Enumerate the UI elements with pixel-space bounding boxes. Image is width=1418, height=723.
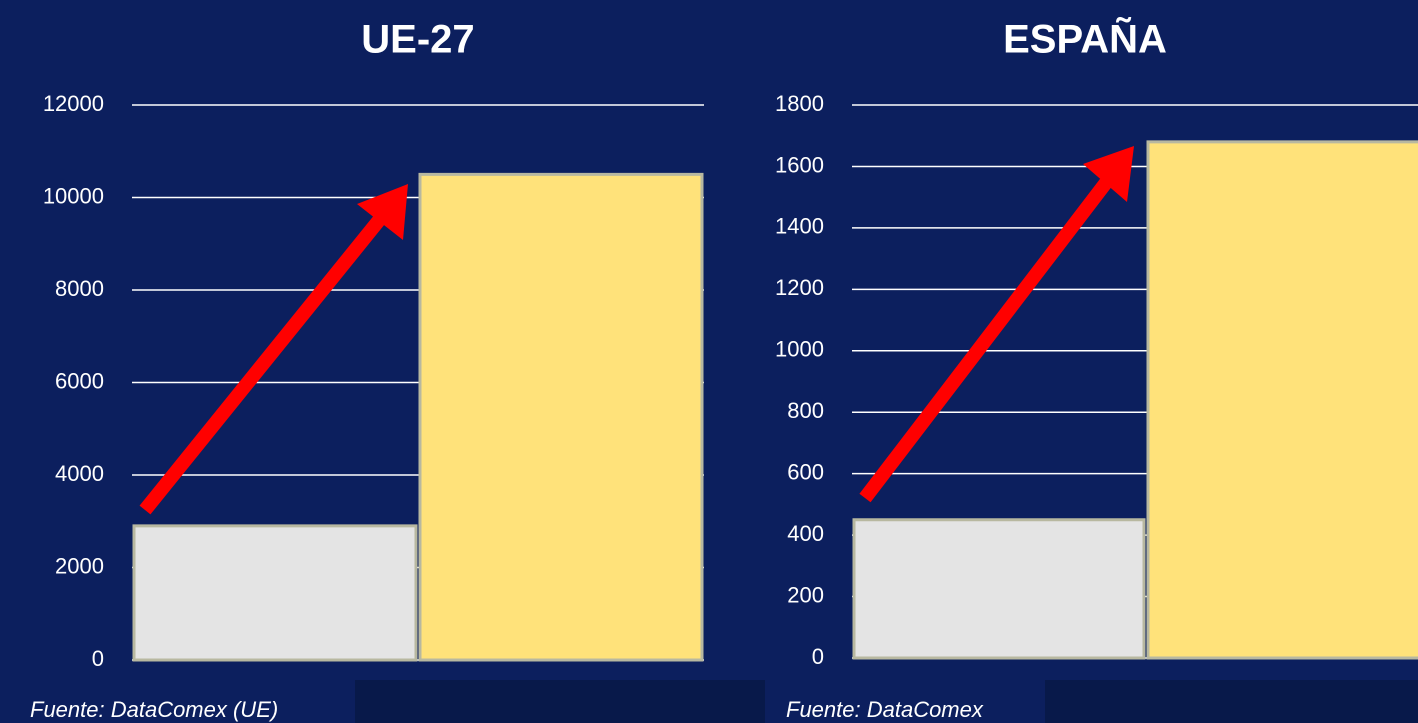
- bar: [1146, 140, 1418, 660]
- y-tick-label: 8000: [55, 276, 104, 301]
- y-tick-label: 2000: [55, 553, 104, 578]
- y-tick-label: 0: [812, 644, 824, 669]
- y-tick-label: 12000: [43, 91, 104, 116]
- y-tick-label: 6000: [55, 368, 104, 393]
- y-tick-label: 200: [787, 582, 824, 607]
- y-tick-label: 1000: [775, 337, 824, 362]
- source-note: Fuente: DataComex (UE): [30, 697, 278, 722]
- footer-panel: [355, 680, 765, 723]
- bar: [132, 524, 418, 662]
- y-tick-label: 10000: [43, 183, 104, 208]
- y-tick-label: 1200: [775, 275, 824, 300]
- footer-panel: [1045, 680, 1418, 723]
- y-tick-label: 1400: [775, 214, 824, 239]
- y-tick-label: 4000: [55, 461, 104, 486]
- y-tick-label: 1800: [775, 91, 824, 116]
- arrow-head: [357, 184, 408, 240]
- bar: [852, 518, 1146, 660]
- y-tick-label: 0: [92, 646, 104, 671]
- arrow-shaft: [859, 175, 1114, 503]
- y-tick-label: 400: [787, 521, 824, 546]
- source-note: Fuente: DataComex: [786, 697, 984, 722]
- arrow-head: [1083, 146, 1134, 202]
- bar: [418, 172, 704, 662]
- chart-title: ESPAÑA: [1003, 16, 1167, 62]
- chart-title: UE-27: [361, 18, 474, 62]
- arrow-shaft: [139, 214, 386, 515]
- y-tick-label: 800: [787, 398, 824, 423]
- y-tick-label: 1600: [775, 152, 824, 177]
- arrows: [139, 146, 1134, 515]
- y-tick-label: 600: [787, 459, 824, 484]
